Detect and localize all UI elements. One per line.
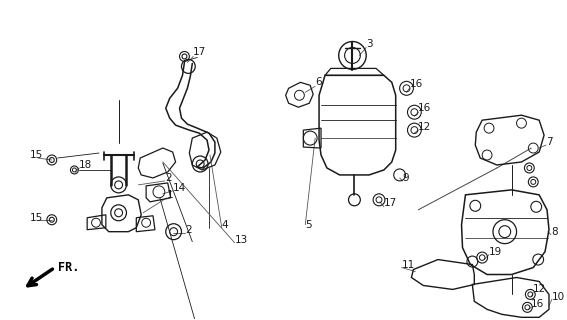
Text: 5: 5 <box>305 220 312 230</box>
Text: 15: 15 <box>30 213 44 223</box>
Text: 17: 17 <box>193 47 206 58</box>
Text: 2: 2 <box>165 173 171 183</box>
Text: 4: 4 <box>222 220 229 230</box>
Text: 8: 8 <box>551 227 557 237</box>
Text: FR.: FR. <box>58 261 79 274</box>
Text: 10: 10 <box>552 292 565 302</box>
Text: 2: 2 <box>185 225 192 235</box>
Text: 14: 14 <box>172 183 186 193</box>
Text: 6: 6 <box>315 77 321 87</box>
Text: 18: 18 <box>79 160 92 170</box>
Text: 16: 16 <box>409 79 423 89</box>
Text: 17: 17 <box>384 198 397 208</box>
Text: 12: 12 <box>418 122 431 132</box>
Text: 3: 3 <box>366 38 373 49</box>
Text: 16: 16 <box>418 103 431 113</box>
Text: 9: 9 <box>403 173 409 183</box>
Text: 7: 7 <box>546 137 553 147</box>
Text: 19: 19 <box>489 247 502 257</box>
Text: 12: 12 <box>534 284 547 294</box>
Text: 1: 1 <box>167 190 174 200</box>
Text: 11: 11 <box>401 260 415 269</box>
Text: 13: 13 <box>235 235 248 245</box>
Text: 16: 16 <box>531 300 544 309</box>
Text: 15: 15 <box>30 150 44 160</box>
